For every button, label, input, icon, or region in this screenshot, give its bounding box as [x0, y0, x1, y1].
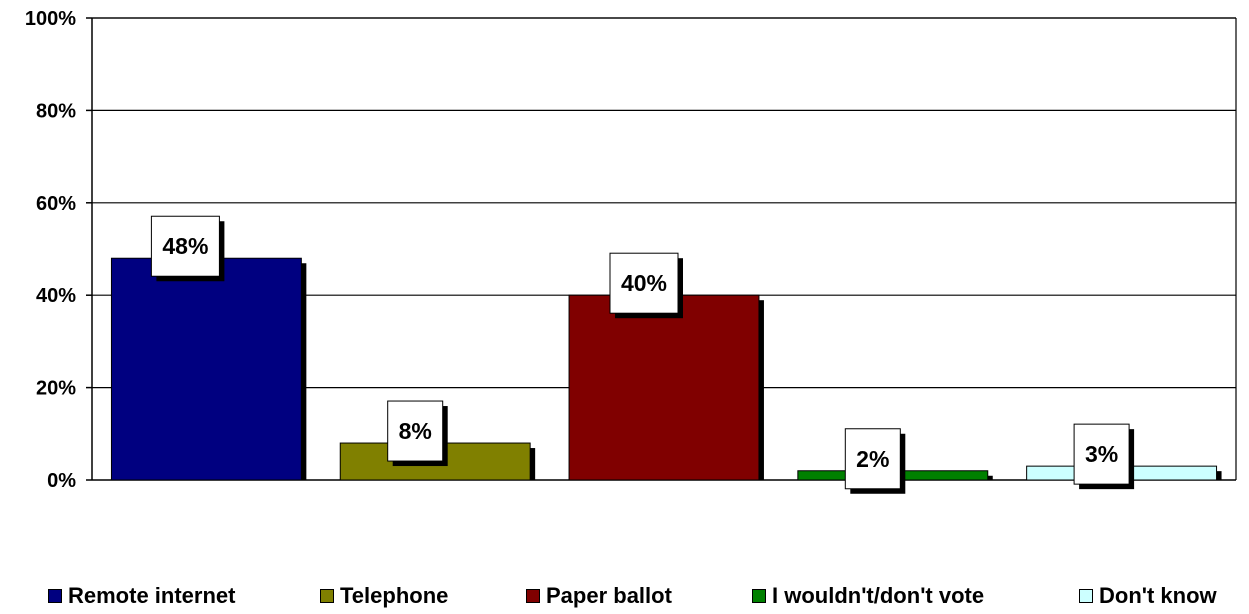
legend-label: Don't know — [1099, 583, 1217, 608]
data-label-box — [609, 252, 679, 314]
legend-swatch — [1079, 589, 1093, 603]
legend-swatch — [48, 589, 62, 603]
legend-swatch — [752, 589, 766, 603]
bar — [110, 257, 302, 481]
data-label-box — [387, 400, 444, 462]
legend-label: Paper ballot — [546, 583, 672, 608]
legend-item: I wouldn't/don't vote — [752, 583, 984, 609]
data-label-value: 48% — [162, 233, 208, 259]
legend-label: I wouldn't/don't vote — [772, 583, 985, 608]
legend-item: Telephone — [320, 583, 448, 609]
data-label-value: 2% — [856, 446, 889, 472]
data-label-value: 3% — [1085, 441, 1118, 467]
chart-legend: Remote internet Telephone Paper ballot I wo… — [0, 583, 1249, 613]
data-label: 8% — [387, 400, 448, 467]
data-label-box — [844, 428, 901, 490]
bar — [568, 294, 760, 481]
data-label: 3% — [1073, 423, 1135, 490]
data-label-value: 40% — [621, 270, 667, 296]
data-label-box — [1073, 423, 1130, 485]
y-tick-label: 60% — [36, 193, 76, 215]
y-tick-label: 100% — [25, 8, 76, 30]
y-tick-label: 40% — [36, 285, 76, 307]
data-label: 2% — [844, 428, 906, 494]
legend-swatch — [526, 589, 540, 603]
y-tick-label: 80% — [36, 100, 76, 122]
data-label: 40% — [609, 252, 683, 319]
legend-label: Telephone — [340, 583, 449, 608]
data-label-box — [150, 215, 220, 277]
legend-swatch — [320, 589, 334, 603]
legend-label: Remote internet — [68, 583, 236, 608]
y-tick-label: 20% — [36, 378, 76, 400]
legend-item: Don't know — [1079, 583, 1217, 609]
y-tick-label: 0% — [47, 470, 76, 492]
legend-item: Paper ballot — [526, 583, 672, 609]
data-label-value: 8% — [399, 418, 432, 444]
legend-item: Remote internet — [48, 583, 235, 609]
data-label: 48% — [150, 215, 225, 282]
